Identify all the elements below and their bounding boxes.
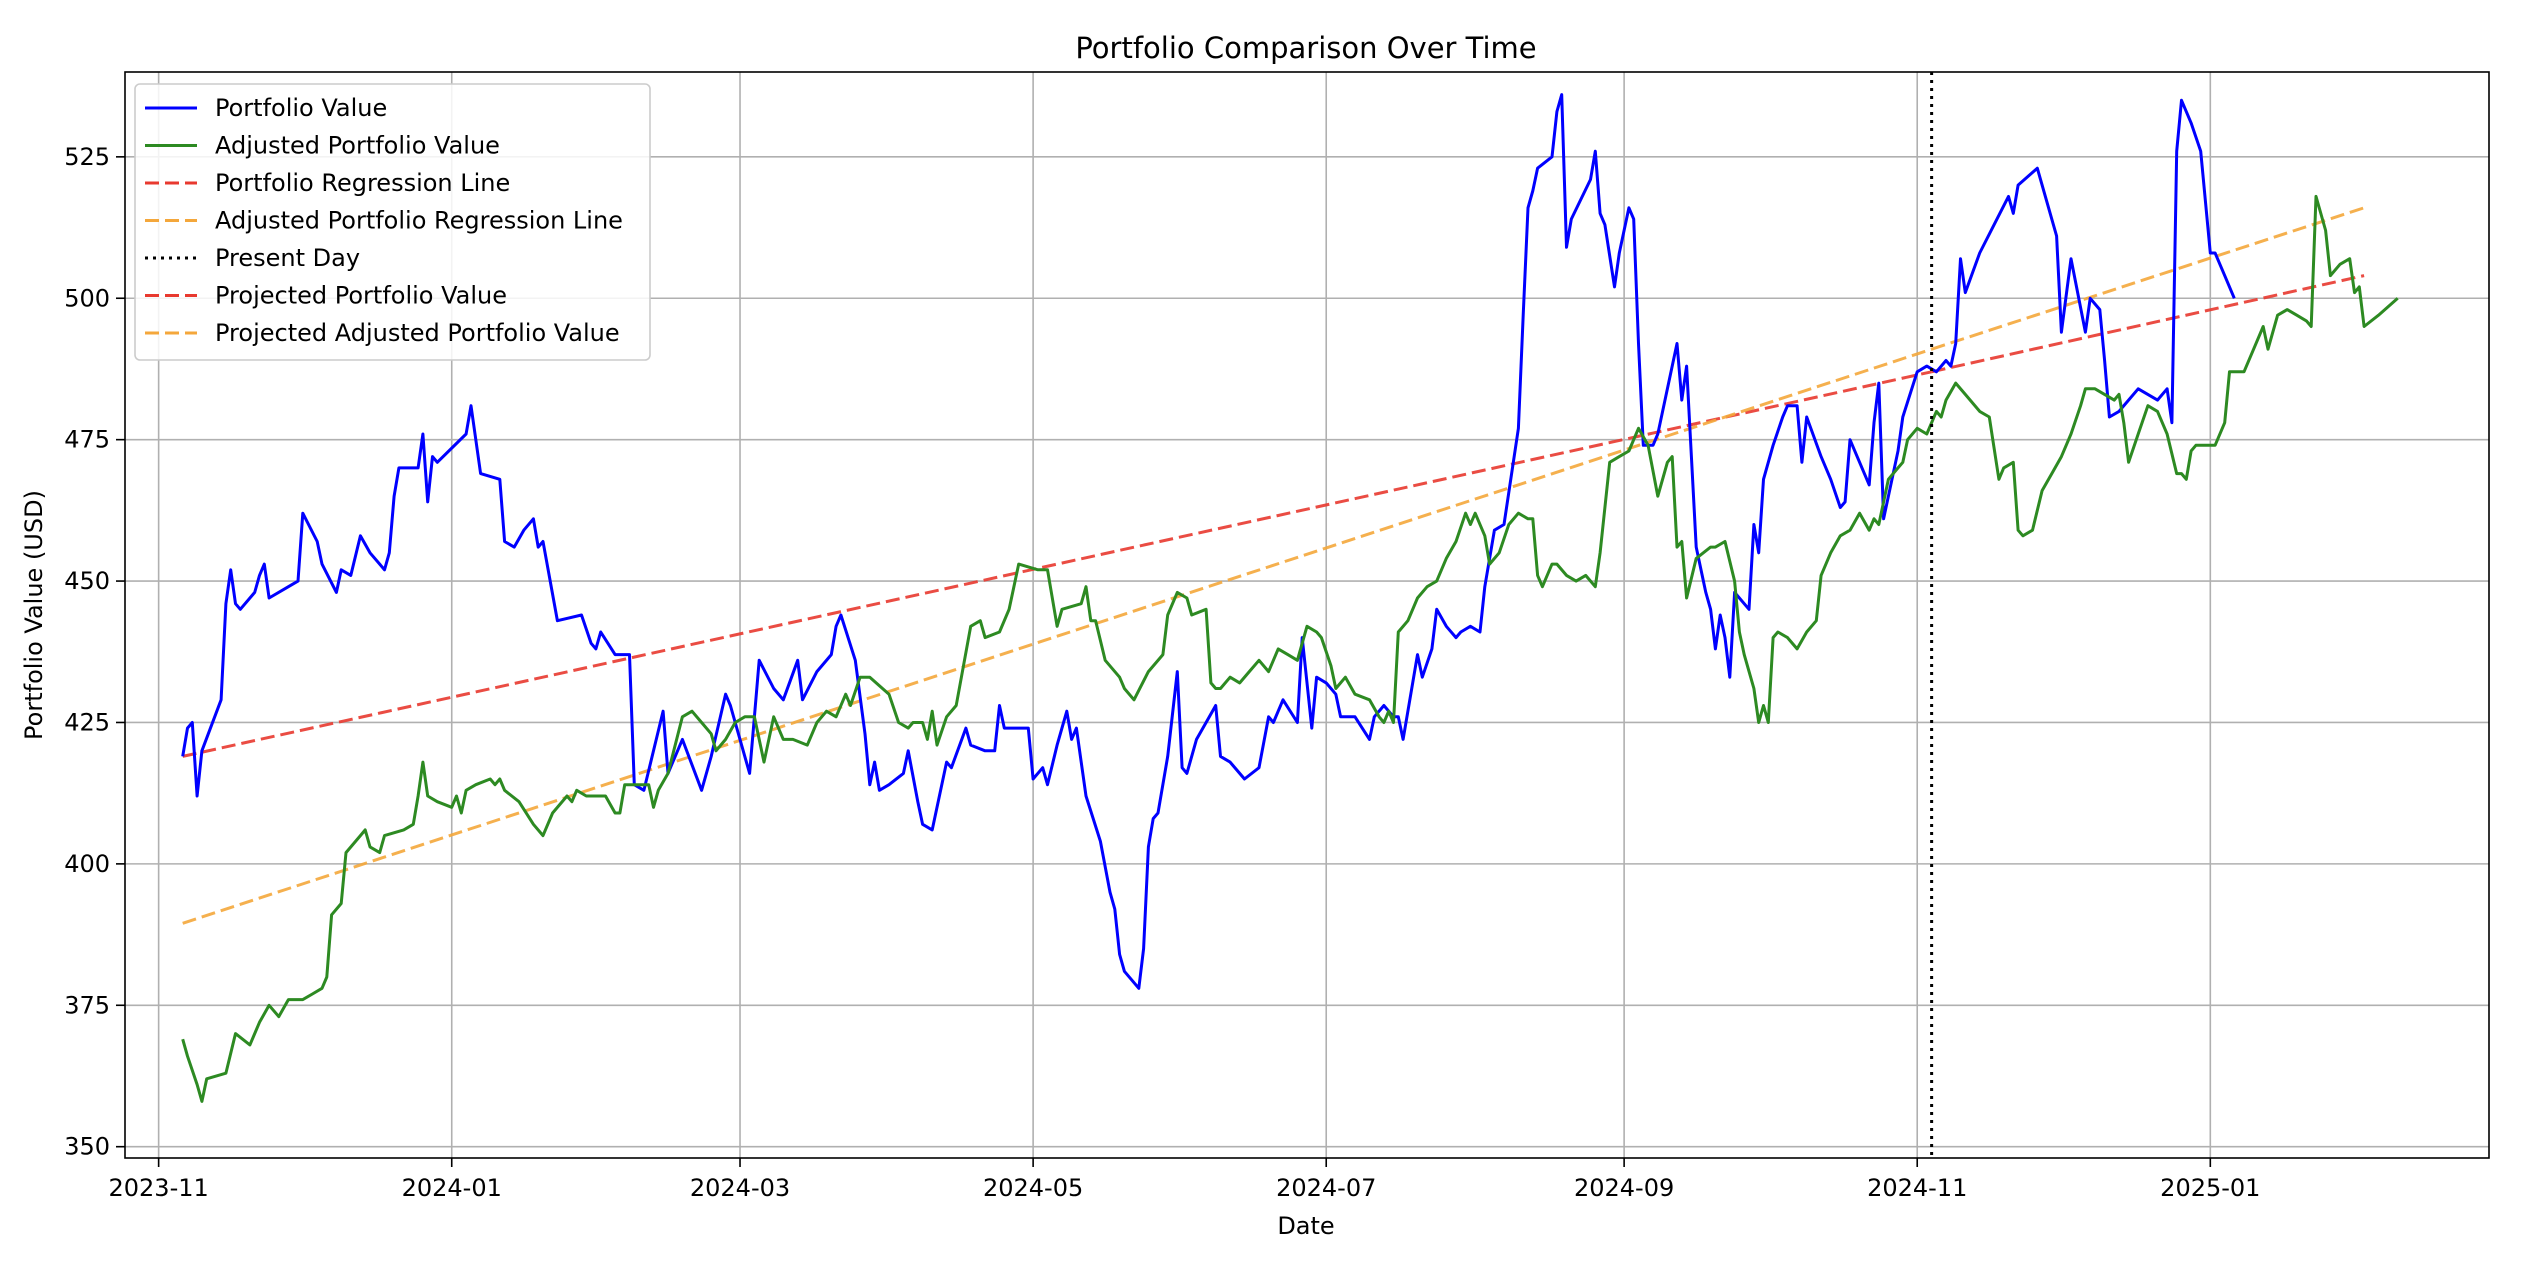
- adjusted-portfolio-value-line: [181, 194, 2399, 1103]
- plot-area-frame: [124, 71, 2490, 1159]
- y-tick-label: 500: [64, 284, 110, 312]
- y-tick-label: 475: [64, 426, 110, 454]
- x-tick-label: 2024-01: [402, 1174, 502, 1202]
- x-tick-label: 2024-03: [690, 1174, 790, 1202]
- y-tick-label: 400: [64, 850, 110, 878]
- x-tick-label: 2024-07: [1276, 1174, 1376, 1202]
- legend-label: Portfolio Regression Line: [215, 169, 510, 197]
- legend: Portfolio Value Adjusted Portfolio Value P…: [134, 83, 651, 361]
- projected-portfolio-value-line: [1931, 274, 2365, 374]
- x-tick-label: 2024-09: [1574, 1174, 1674, 1202]
- legend-box: [134, 83, 651, 361]
- projected-adjusted-portfolio-value-line: [1931, 206, 2365, 351]
- y-tick-label: 350: [64, 1133, 110, 1161]
- legend-label: Adjusted Portfolio Regression Line: [215, 207, 623, 235]
- adjusted-portfolio-regression-line-line: [182, 347, 1933, 925]
- portfolio-regression-line-line: [182, 370, 1932, 758]
- x-tick-label: 2023-11: [108, 1174, 208, 1202]
- series-layer: [181, 72, 2399, 1158]
- legend-label: Adjusted Portfolio Value: [215, 132, 500, 160]
- y-tick-label: 375: [64, 991, 110, 1019]
- y-axis-ticks: 350 375 400 425 450 475 500 525: [64, 143, 125, 1161]
- legend-label: Portfolio Value: [215, 94, 387, 122]
- y-axis-label: Portfolio Value (USD): [20, 490, 48, 740]
- x-tick-label: 2024-05: [983, 1174, 1083, 1202]
- x-axis-label: Date: [1277, 1212, 1334, 1240]
- chart-title: Portfolio Comparison Over Time: [1075, 31, 1536, 65]
- y-tick-label: 425: [64, 708, 110, 736]
- x-axis-ticks: 2023-11 2024-01 2024-03 2024-05 2024-07 2024-…: [108, 1158, 2260, 1202]
- legend-label: Present Day: [215, 244, 360, 272]
- portfolio-value-line: [181, 93, 2236, 990]
- legend-label: Projected Portfolio Value: [215, 282, 507, 310]
- x-tick-label: 2025-01: [2160, 1174, 2260, 1202]
- y-tick-label: 450: [64, 567, 110, 595]
- x-tick-label: 2024-11: [1867, 1174, 1967, 1202]
- y-tick-label: 525: [64, 143, 110, 171]
- legend-label: Projected Adjusted Portfolio Value: [215, 319, 620, 347]
